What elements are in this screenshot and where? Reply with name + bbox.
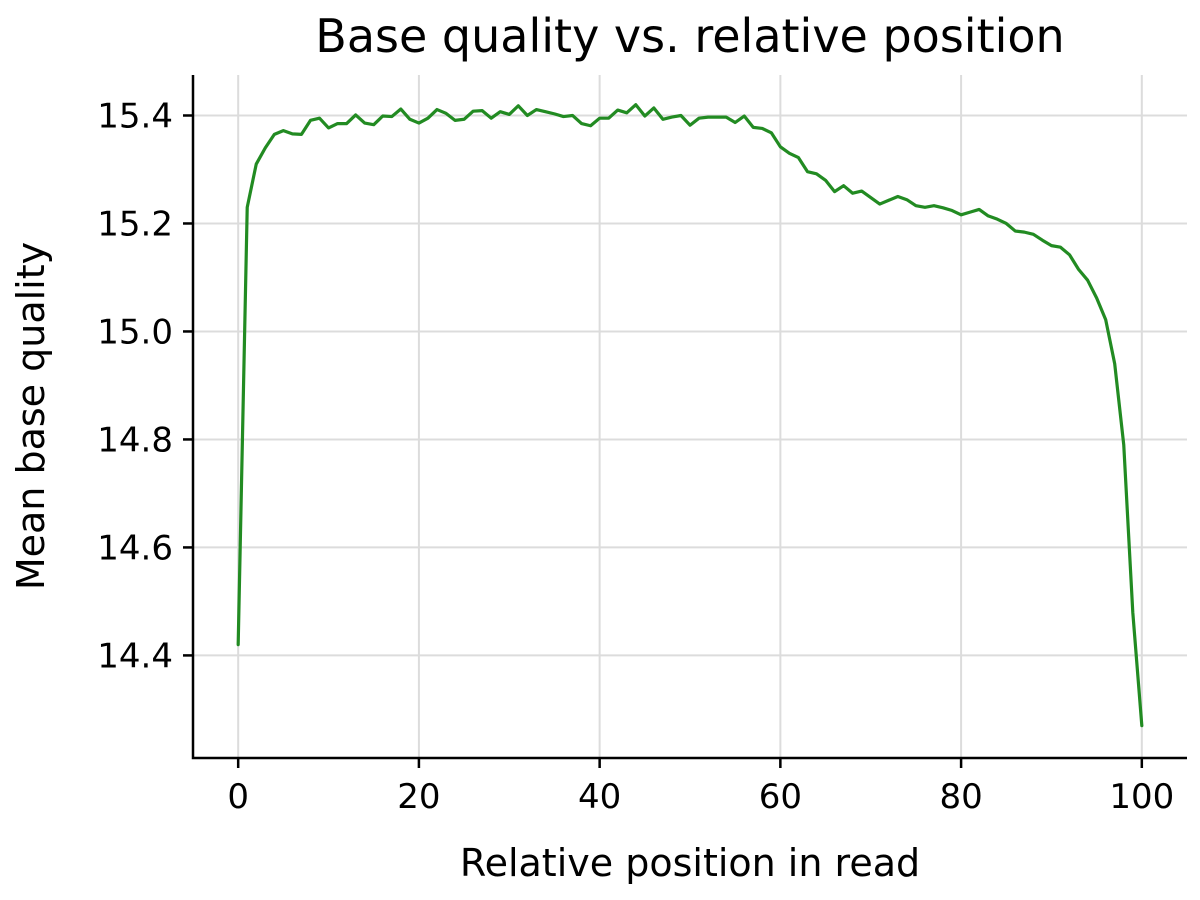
y-tick-label: 15.0 [97, 312, 173, 352]
chart-title: Base quality vs. relative position [315, 9, 1064, 63]
x-axis: 0 20 40 60 80 100 [227, 758, 1174, 817]
x-tick-label: 0 [227, 777, 249, 817]
x-tick-label: 60 [759, 777, 802, 817]
y-tick-label: 14.6 [97, 528, 173, 568]
axes-spines [191, 75, 1187, 760]
x-axis-label: Relative position in read [460, 841, 920, 885]
y-tick-label: 15.2 [97, 204, 173, 244]
grid-lines [193, 75, 1187, 758]
x-tick-label: 40 [578, 777, 621, 817]
y-tick-label: 15.4 [97, 96, 173, 136]
y-tick-label: 14.4 [97, 636, 173, 676]
y-tick-label: 14.8 [97, 420, 173, 460]
y-axis-label: Mean base quality [9, 242, 53, 590]
x-tick-label: 20 [397, 777, 440, 817]
x-tick-label: 80 [939, 777, 982, 817]
series-line [236, 103, 1144, 728]
series-layer [236, 103, 1144, 728]
x-tick-label: 100 [1109, 777, 1174, 817]
y-axis: 14.4 14.6 14.8 15.0 15.2 15.4 [97, 96, 193, 676]
